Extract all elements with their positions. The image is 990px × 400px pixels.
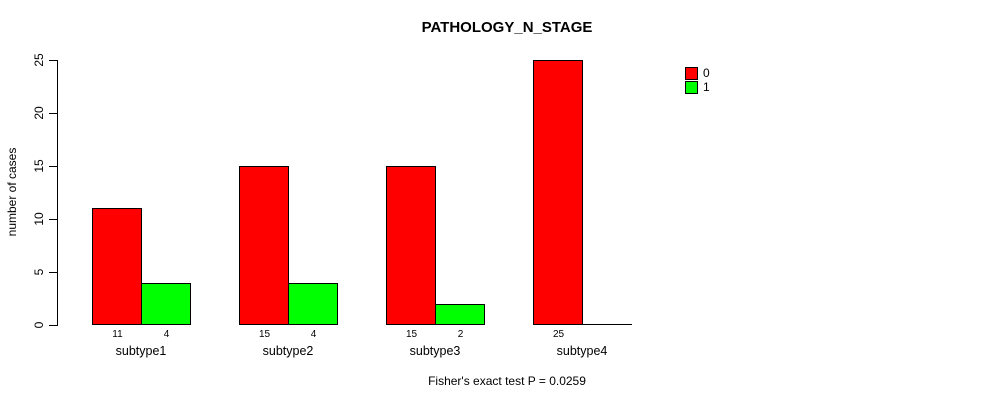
- y-axis-tick: [49, 325, 57, 326]
- bar-value-label: 2: [457, 329, 464, 340]
- bar-value-label: 25: [552, 329, 565, 340]
- legend-label: 1: [703, 80, 710, 94]
- bar-value-label: 4: [163, 329, 170, 340]
- chart-title: PATHOLOGY_N_STAGE: [421, 19, 593, 36]
- bar-value-label: 4: [310, 329, 317, 340]
- y-axis-tick-label: 10: [32, 212, 46, 226]
- category-label-subtype2: subtype2: [262, 344, 314, 358]
- bar-0-subtype3: [386, 166, 436, 325]
- category-label-subtype4: subtype4: [556, 344, 608, 358]
- bar-value-label: 11: [112, 329, 123, 340]
- bar-1-subtype4: [582, 324, 632, 325]
- y-axis-tick-label: 5: [32, 268, 46, 276]
- legend-swatch: [685, 81, 698, 94]
- y-axis-tick: [49, 60, 57, 61]
- bar-1-subtype2: [288, 282, 338, 325]
- bar-1-subtype3: [435, 303, 485, 325]
- category-label-subtype3: subtype3: [409, 344, 461, 358]
- footnote: Fisher's exact test P = 0.0259: [428, 374, 586, 388]
- y-axis-line: [57, 60, 58, 326]
- bar-0-subtype2: [239, 166, 289, 325]
- bar-0-subtype1: [92, 208, 142, 325]
- category-label-subtype1: subtype1: [115, 344, 167, 358]
- y-axis-tick-label: 0: [32, 321, 46, 329]
- y-axis-tick-label: 20: [32, 106, 46, 120]
- y-axis-tick-label: 15: [32, 159, 46, 173]
- y-axis-title: number of cases: [5, 147, 19, 237]
- legend-swatch: [685, 67, 698, 80]
- bar-value-label: 15: [258, 329, 271, 340]
- bar-value-label: 15: [405, 329, 418, 340]
- y-axis-tick: [49, 113, 57, 114]
- legend-item-0: 0: [685, 67, 710, 80]
- legend-item-1: 1: [685, 81, 710, 94]
- bar-1-subtype1: [141, 282, 191, 325]
- legend-label: 0: [703, 66, 710, 80]
- y-axis-tick-label: 25: [32, 53, 46, 67]
- y-axis-tick: [49, 272, 57, 273]
- y-axis-tick: [49, 219, 57, 220]
- bar-0-subtype4: [533, 60, 583, 325]
- y-axis-tick: [49, 166, 57, 167]
